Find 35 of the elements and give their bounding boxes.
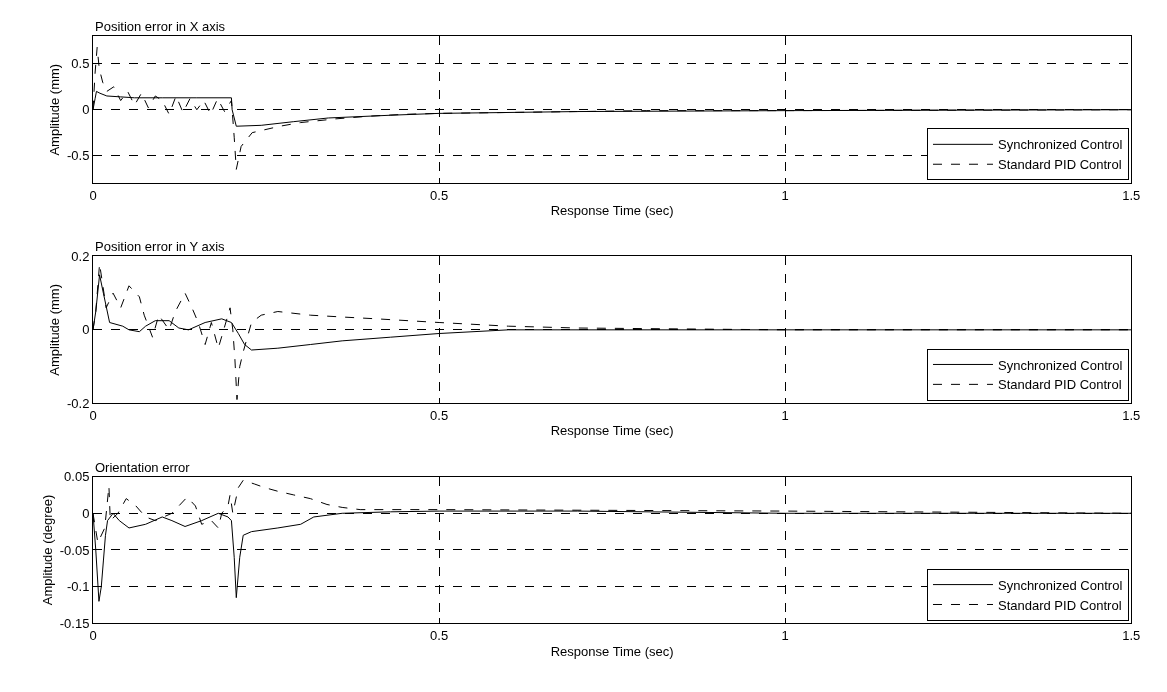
y-tick-label: 0.05: [64, 469, 90, 485]
chart-title: Position error in Y axis: [95, 239, 226, 254]
x-tick-label: 1: [781, 407, 789, 423]
x-tick-label: 0.5: [430, 187, 449, 203]
chart-title: Orientation error: [95, 460, 191, 475]
y-tick-label: -0.2: [66, 395, 90, 411]
x-tick-label: 0.5: [430, 407, 449, 423]
x-tick-label: 1: [781, 187, 789, 203]
y-tick-label: 0: [82, 505, 90, 521]
y-tick-label: 0.2: [71, 249, 90, 265]
y-tick-label: 0: [82, 102, 90, 118]
x-tick-label: 1.5: [1122, 627, 1141, 643]
y-axis-title: Amplitude (mm): [46, 63, 62, 156]
y-axis-title: Amplitude (mm): [46, 283, 62, 376]
legend-label: Synchronized Control: [997, 137, 1123, 153]
y-tick-label: -0.1: [66, 579, 90, 595]
x-axis-title: Response Time (sec): [550, 643, 674, 659]
x-axis-title: Response Time (sec): [550, 423, 674, 439]
y-tick-label: 0.5: [71, 56, 90, 72]
x-axis-title: Response Time (sec): [550, 203, 674, 219]
y-axis-title: Amplitude (degree): [39, 494, 55, 606]
legend-label: Standard PID Control: [997, 157, 1122, 173]
legend-label: Standard PID Control: [997, 597, 1122, 613]
chart-title: Position error in X axis: [95, 19, 226, 34]
x-tick-label: 0.5: [430, 627, 449, 643]
x-tick-label: 1: [781, 627, 789, 643]
y-tick-label: 0: [82, 322, 90, 338]
legend-label: Synchronized Control: [997, 577, 1123, 593]
y-tick-label: -0.05: [59, 542, 90, 558]
x-tick-label: 1.5: [1122, 187, 1141, 203]
legend-label: Standard PID Control: [997, 377, 1122, 393]
y-tick-label: -0.5: [66, 148, 90, 164]
x-tick-label: 1.5: [1122, 407, 1141, 423]
y-tick-label: -0.15: [59, 615, 90, 631]
legend-label: Synchronized Control: [997, 357, 1123, 373]
